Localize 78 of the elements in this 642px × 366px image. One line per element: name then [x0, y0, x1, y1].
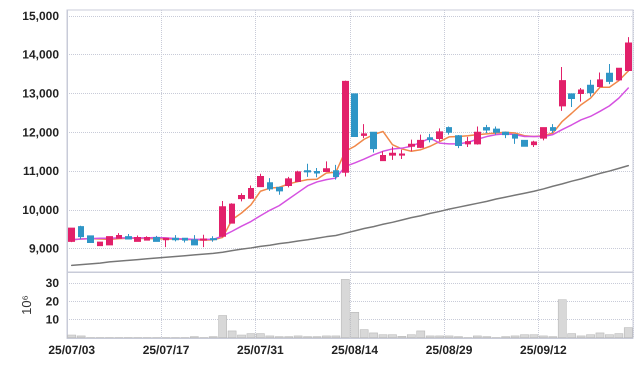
candlestick	[314, 167, 320, 178]
candlestick	[597, 72, 603, 88]
candlestick	[540, 127, 547, 141]
candlestick	[144, 236, 150, 242]
x-tick-label: 25/07/03	[48, 343, 96, 357]
candlestick	[210, 236, 217, 242]
y-tick-label: 10	[46, 312, 60, 327]
candlestick	[408, 139, 415, 152]
candlestick	[97, 241, 103, 246]
line-series	[70, 164, 630, 266]
candlestick	[427, 133, 433, 143]
candlestick	[172, 234, 179, 242]
candlestick	[436, 128, 443, 142]
candlestick	[550, 124, 556, 134]
candlestick	[493, 126, 500, 136]
y-tick-label: 15,000	[22, 8, 60, 23]
candlestick	[502, 130, 509, 139]
candlestick	[106, 236, 113, 246]
candlestick	[267, 178, 273, 192]
candlestick	[163, 237, 169, 248]
candlestick	[474, 126, 481, 146]
candlestick	[238, 192, 245, 202]
y-tick-label: 30	[46, 276, 60, 290]
y-tick-label: 14,000	[22, 48, 60, 62]
candlestick	[295, 170, 301, 182]
candlestick	[248, 184, 254, 200]
candlestick	[191, 234, 198, 246]
candlestick	[370, 132, 377, 153]
candlestick	[465, 136, 471, 148]
candlestick	[125, 233, 132, 240]
candlestick	[559, 66, 566, 112]
candlestick	[417, 134, 424, 149]
candlestick	[483, 124, 490, 134]
candlestick	[229, 202, 235, 224]
candlestick	[512, 133, 518, 144]
candlestick	[134, 235, 141, 242]
x-tick-label: 25/07/17	[142, 343, 190, 357]
candlestick	[285, 176, 292, 188]
x-tick-label: 25/09/12	[520, 343, 568, 357]
candlestick	[323, 160, 330, 172]
candlestick	[625, 36, 632, 72]
candlestick	[531, 140, 537, 148]
candlestick	[78, 225, 84, 240]
y-tick-label: 11,000	[22, 164, 60, 178]
candlestick	[333, 164, 339, 180]
candlestick	[182, 237, 188, 243]
candlestick	[116, 232, 122, 240]
candlestick	[351, 93, 358, 138]
y-tick-label: 12,000	[22, 125, 60, 140]
candlestick	[68, 228, 75, 243]
candlestick	[342, 80, 349, 178]
candlestick	[568, 93, 575, 108]
candlestick	[276, 186, 283, 196]
candlestick	[257, 173, 264, 188]
candlestick	[399, 149, 405, 160]
y-tick-label: 20	[46, 294, 60, 308]
candlestick	[153, 235, 160, 242]
candlestick	[446, 126, 452, 136]
x-tick-label: 25/08/14	[331, 343, 378, 357]
candlestick	[87, 235, 94, 243]
candlestick	[361, 124, 367, 139]
y-tick-label: 13,000	[22, 86, 60, 100]
candlestick	[606, 63, 613, 85]
x-tick-label: 25/08/29	[426, 343, 473, 357]
candlestick	[380, 150, 386, 162]
candlestick	[616, 68, 622, 82]
candlestick	[200, 234, 207, 248]
y-tick-label: 9,000	[28, 242, 60, 256]
candlestick	[521, 140, 528, 148]
candlestick	[455, 134, 462, 149]
candlestick	[219, 200, 226, 238]
candlestick	[389, 146, 396, 160]
x-tick-label: 25/07/31	[237, 343, 284, 357]
y-tick-label: 10,000	[22, 202, 60, 217]
candlestick	[587, 79, 594, 98]
candlestick	[578, 88, 584, 102]
y-axis-title: 10⁶	[19, 295, 34, 315]
candlestick	[304, 163, 311, 178]
